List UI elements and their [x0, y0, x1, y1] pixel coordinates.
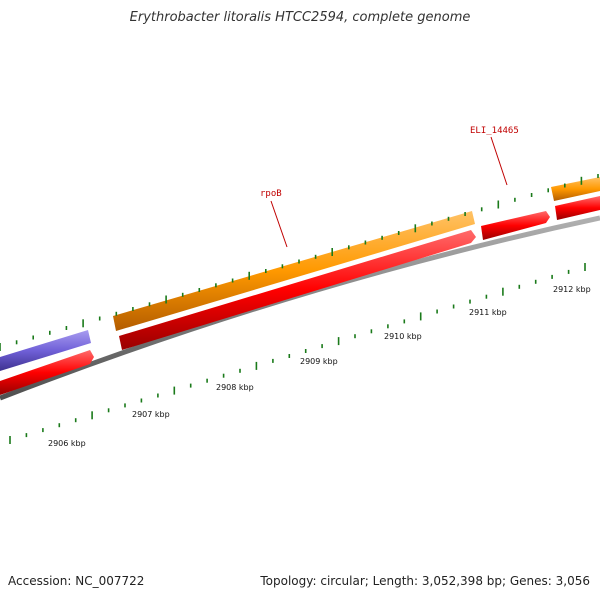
ruler-label-2911: 2911 kbp [469, 308, 507, 317]
genome-backbone [0, 215, 600, 401]
gene-reverse-3 [555, 196, 600, 220]
gene-forward-2 [551, 177, 600, 201]
genome-title: Erythrobacter litoralis HTCC2594, comple… [129, 10, 471, 25]
gene-label-eli: ELI_14465 [470, 126, 519, 136]
ruler-label-2909: 2909 kbp [300, 357, 338, 366]
gene-reverse-eli [481, 211, 550, 240]
ruler-label-2912: 2912 kbp [553, 285, 591, 294]
ruler-label-2906: 2906 kbp [48, 439, 86, 448]
ruler-label-2910: 2910 kbp [384, 332, 422, 341]
accession-label: Accession: NC_007722 [8, 574, 145, 588]
gene-other-1 [0, 330, 91, 371]
ruler-label-2908: 2908 kbp [216, 383, 254, 392]
ruler-label-2907: 2907 kbp [132, 410, 170, 419]
gene-label-rpoB: rpoB [260, 189, 282, 199]
eli-leader-line [490, 136, 508, 186]
upper-tick-row [0, 174, 599, 351]
rpoB-leader-line [270, 200, 288, 248]
gene-reverse-rpoB [119, 230, 476, 350]
gene-reverse-1 [0, 350, 94, 395]
topology-label: Topology: circular; Length: 3,052,398 bp… [260, 574, 590, 588]
gene-forward-1 [113, 211, 475, 331]
lower-tick-row [9, 263, 586, 444]
